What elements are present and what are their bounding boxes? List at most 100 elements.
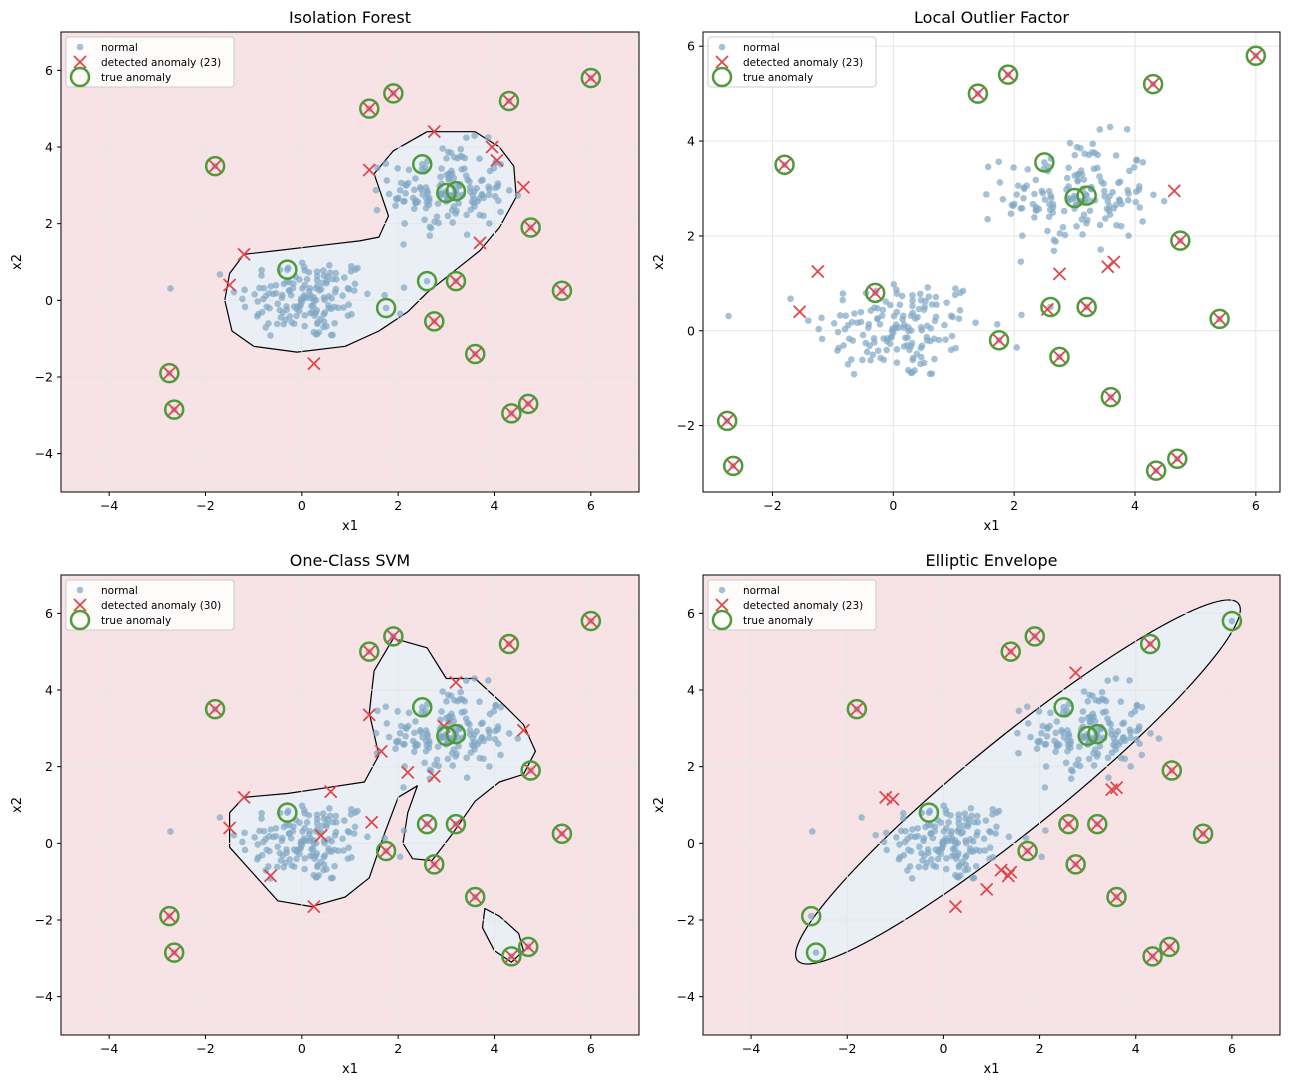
normal-point: [272, 832, 280, 840]
true-anomaly-ring: [204, 698, 226, 720]
normal-point: [1029, 200, 1037, 208]
detected-anomaly-marker: [362, 163, 376, 177]
normal-point: [449, 762, 457, 769]
detected-anomaly-marker: [307, 899, 321, 914]
normal-point: [900, 851, 908, 859]
normal-point: [307, 835, 314, 842]
true-anomaly-ring: [1209, 308, 1230, 330]
normal-point: [1050, 236, 1058, 244]
normal-point: [1065, 164, 1072, 172]
detected-anomaly-marker: [1212, 312, 1227, 326]
normal-point: [907, 342, 915, 350]
plot-background: [703, 32, 1280, 492]
normal-point: [434, 743, 442, 750]
true-anomaly-ring: [1192, 823, 1214, 844]
normal-point: [1066, 139, 1074, 147]
normal-point: [491, 736, 499, 743]
normal-point: [1080, 688, 1088, 695]
y-tick-label: −4: [677, 989, 695, 1004]
normal-point: [947, 811, 954, 819]
normal-point: [309, 845, 317, 853]
legend-label-normal: normal: [101, 585, 138, 597]
true-anomaly-ring: [159, 362, 180, 384]
y-tick-label: 2: [45, 216, 53, 231]
normal-point: [385, 190, 393, 198]
normal-point: [293, 855, 300, 863]
normal-point: [1138, 703, 1146, 711]
normal-point: [412, 199, 420, 207]
detected-anomaly-marker: [362, 102, 376, 116]
detected-anomaly-marker: [427, 125, 441, 139]
detected-anomaly-marker: [449, 274, 463, 288]
normal-point: [839, 296, 847, 304]
normal-point: [307, 292, 314, 299]
detected-anomaly-marker: [427, 314, 441, 329]
y-tick-label: 2: [687, 228, 695, 243]
legend-label-normal: normal: [101, 42, 138, 54]
normal-point: [857, 308, 865, 316]
true-anomaly-ring: [580, 610, 602, 632]
normal-point: [435, 762, 442, 770]
y-tick-label: 6: [45, 606, 53, 621]
detected-anomaly-marker: [523, 763, 538, 778]
normal-point: [1125, 232, 1132, 239]
normal-point: [1046, 722, 1053, 730]
normal-point: [956, 306, 964, 314]
normal-point: [949, 313, 956, 321]
normal-point: [421, 216, 428, 224]
y-tick-label: −4: [35, 989, 53, 1004]
normal-point: [309, 302, 317, 310]
subplot-4: −4 −2 0 2 4 6 −4 −2 0 2 4 6 Elliptic Envelope x1 x2 nor…: [652, 551, 1281, 1077]
normal-point: [900, 343, 908, 350]
normal-point: [844, 360, 852, 368]
normal-point: [409, 737, 417, 745]
normal-point: [1015, 749, 1022, 757]
normal-point: [918, 327, 926, 334]
normal-point: [815, 325, 823, 333]
normal-point: [372, 186, 380, 194]
normal-point: [1131, 707, 1139, 715]
y-tick-label: 2: [687, 759, 695, 774]
normal-point: [1116, 178, 1124, 185]
normal-point: [1059, 223, 1067, 231]
normal-point: [1108, 731, 1115, 738]
normal-point: [283, 306, 291, 314]
true-anomaly-ring: [864, 282, 886, 304]
normal-point: [425, 744, 433, 752]
normal-point: [1136, 204, 1144, 211]
normal-point: [167, 828, 174, 835]
normal-point: [312, 296, 320, 304]
normal-point: [323, 322, 330, 330]
true-anomaly-ring: [1087, 813, 1108, 835]
detected-anomaly-marker: [980, 882, 994, 896]
true-anomaly-ring: [1077, 725, 1098, 747]
normal-point: [874, 304, 881, 312]
normal-point: [254, 298, 262, 305]
normal-point: [1005, 833, 1013, 841]
normal-point: [1096, 126, 1104, 133]
normal-point: [1063, 174, 1071, 182]
normal-point: [1023, 182, 1031, 190]
normal-point: [983, 191, 990, 198]
normal-point: [421, 759, 428, 767]
normal-point: [882, 829, 890, 837]
normal-point: [448, 750, 456, 757]
normal-point: [486, 220, 493, 227]
x-tick-label: −4: [100, 1041, 118, 1056]
y-tick-label: 6: [45, 63, 53, 78]
detected-anomaly-marker: [1107, 255, 1121, 269]
normal-point: [461, 708, 468, 716]
normal-point: [167, 285, 174, 292]
detected-anomaly-marker: [362, 645, 376, 659]
normal-point: [1098, 178, 1105, 185]
true-anomaly-ring: [163, 399, 185, 420]
true-anomaly-ring: [967, 83, 989, 104]
true-anomaly-ring: [375, 297, 397, 319]
normal-point: [286, 856, 294, 863]
detected-anomaly-marker: [584, 71, 598, 85]
normal-point: [974, 818, 982, 826]
normal-point: [314, 282, 321, 290]
normal-point: [464, 176, 471, 183]
normal-point: [932, 293, 940, 301]
normal-point: [1125, 190, 1132, 197]
